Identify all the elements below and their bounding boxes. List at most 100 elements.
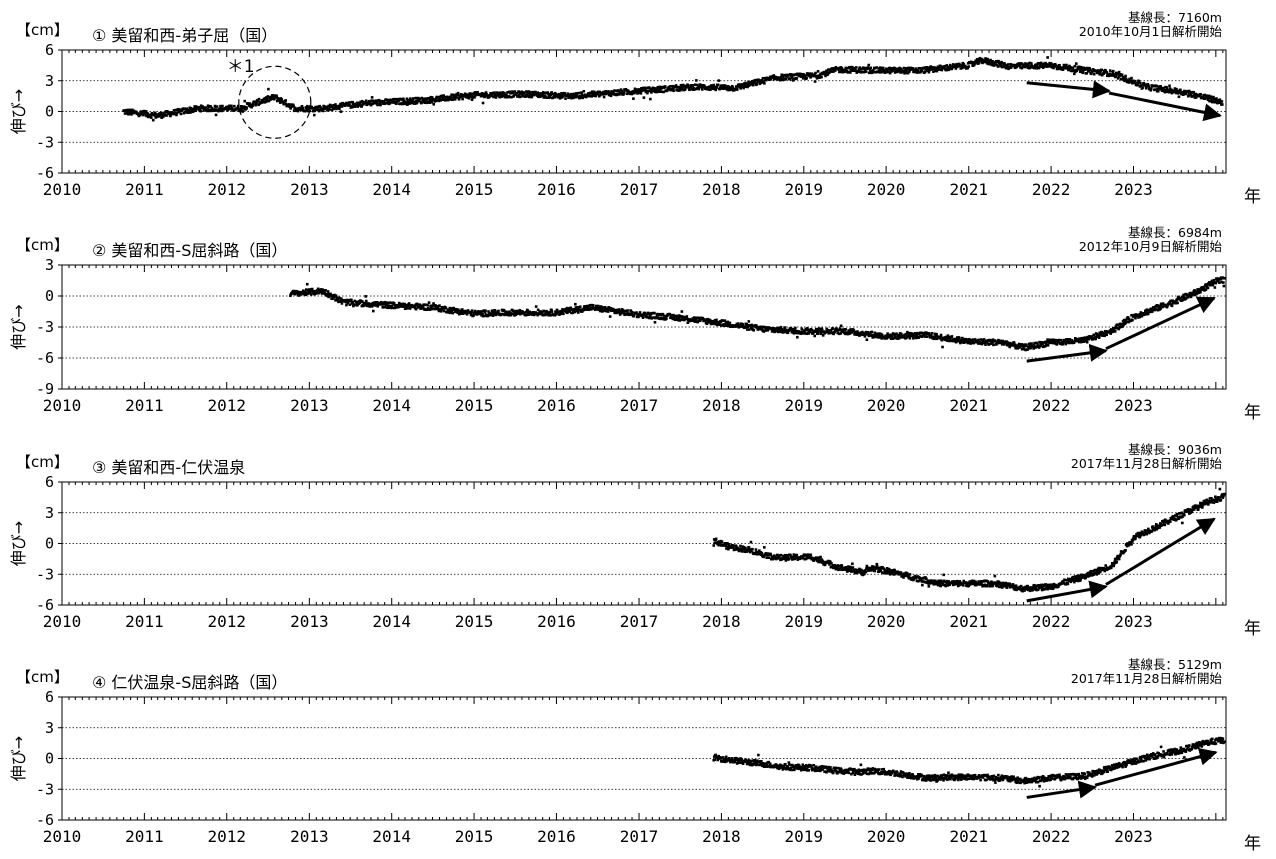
data-point	[405, 306, 409, 310]
data-point	[613, 89, 616, 92]
data-point	[1134, 81, 1137, 84]
data-point	[490, 309, 494, 313]
data-point	[1004, 66, 1008, 70]
data-point	[161, 115, 165, 119]
data-point	[440, 95, 444, 99]
data-point	[1220, 280, 1224, 284]
data-point	[1075, 339, 1079, 343]
data-point	[1189, 93, 1193, 97]
data-point	[397, 99, 401, 102]
data-point	[924, 70, 927, 73]
data-point	[708, 321, 712, 324]
data-point	[994, 339, 997, 343]
data-point	[423, 308, 426, 311]
data-point	[271, 97, 275, 100]
data-point	[608, 92, 612, 96]
data-point	[824, 74, 827, 78]
data-point	[387, 304, 391, 308]
data-point	[593, 308, 597, 312]
data-point	[1051, 341, 1054, 345]
data-point	[511, 312, 514, 316]
data-point	[516, 95, 520, 98]
data-point	[1157, 304, 1161, 308]
data-point	[903, 71, 907, 74]
data-point	[388, 101, 392, 105]
data-point	[1039, 61, 1043, 65]
x-tick-label: 2019	[785, 180, 824, 199]
data-point	[1089, 72, 1093, 76]
data-point	[1110, 73, 1114, 77]
data-point	[371, 102, 374, 106]
data-point	[1046, 338, 1049, 341]
data-point	[1131, 318, 1134, 322]
data-point	[791, 327, 795, 331]
data-point	[671, 84, 674, 88]
data-point	[945, 68, 948, 72]
data-point	[312, 113, 316, 117]
data-point	[907, 332, 910, 335]
data-point	[346, 301, 350, 305]
data-point	[779, 77, 783, 80]
x-tick-label: 2017	[620, 180, 659, 199]
data-point	[225, 105, 228, 109]
data-point	[784, 77, 788, 81]
data-point	[1167, 90, 1171, 94]
annotation-label: ＊1	[227, 57, 255, 77]
data-point	[991, 338, 995, 341]
data-point	[954, 338, 957, 342]
data-point	[354, 104, 358, 108]
data-point	[348, 101, 351, 104]
data-point	[566, 311, 569, 315]
data-point	[401, 302, 404, 306]
data-point	[1132, 79, 1135, 83]
data-point	[763, 76, 767, 80]
data-point	[725, 323, 729, 327]
data-point	[825, 69, 828, 73]
data-point	[1048, 341, 1051, 345]
data-point	[370, 96, 374, 99]
data-point	[325, 105, 328, 109]
data-point	[743, 83, 746, 87]
data-point	[465, 312, 469, 316]
data-point	[904, 337, 907, 340]
data-point	[390, 98, 393, 102]
data-point	[637, 91, 640, 95]
data-point	[881, 66, 885, 70]
data-point	[536, 308, 540, 312]
data-point	[958, 340, 962, 343]
data-point	[364, 99, 368, 103]
data-point	[736, 85, 739, 88]
data-point	[484, 309, 487, 313]
data-point	[939, 335, 942, 339]
data-point	[915, 333, 919, 337]
data-point	[1141, 86, 1145, 90]
data-point	[653, 311, 656, 315]
data-point	[902, 69, 905, 73]
data-point	[314, 292, 318, 295]
data-point	[694, 87, 698, 91]
data-point	[535, 92, 539, 96]
data-point	[391, 306, 394, 310]
data-point	[572, 310, 575, 314]
data-point	[537, 95, 540, 99]
data-point	[549, 314, 552, 317]
data-point	[697, 84, 700, 88]
data-point	[1180, 295, 1184, 299]
data-point	[590, 306, 594, 310]
data-point	[1081, 337, 1085, 340]
data-point	[862, 70, 866, 74]
data-point	[1212, 281, 1215, 285]
x-unit-label: 年	[1244, 187, 1261, 207]
data-point	[172, 109, 176, 112]
data-point	[1099, 332, 1103, 335]
data-point	[1156, 87, 1159, 91]
data-point	[577, 91, 581, 95]
data-point	[1182, 93, 1185, 96]
data-point	[404, 100, 407, 103]
data-point	[368, 305, 372, 308]
data-point	[417, 99, 421, 103]
data-point	[1152, 306, 1156, 310]
data-point	[867, 334, 871, 338]
data-point	[355, 300, 359, 304]
data-point	[282, 102, 286, 106]
